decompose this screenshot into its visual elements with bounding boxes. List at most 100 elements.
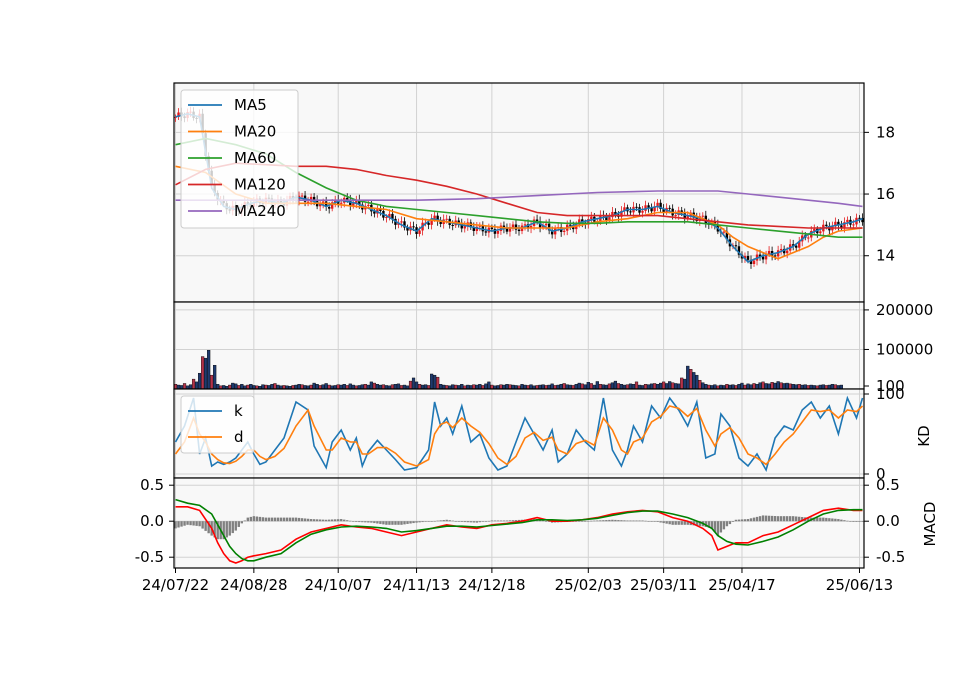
- macd-histogram-bar: [195, 521, 198, 526]
- macd-histogram-bar: [791, 516, 795, 522]
- candle-body: [493, 229, 497, 234]
- volume-bar: [213, 365, 217, 390]
- candle-body: [578, 219, 581, 225]
- kd-y-tick-label: 100: [876, 385, 905, 403]
- candle-body: [514, 224, 518, 230]
- macd-histogram-bar: [632, 520, 635, 522]
- macd-histogram-bar: [719, 521, 723, 533]
- volume-bar: [674, 383, 678, 390]
- macd-histogram-bar: [370, 521, 373, 523]
- macd-histogram-bar: [752, 517, 756, 522]
- x-axis: 24/07/22 24/08/28 24/10/07 24/11/13 24/12/18…: [142, 568, 893, 594]
- candle-body: [403, 221, 406, 228]
- macd-histogram-bar: [508, 520, 512, 522]
- macd-histogram-bar: [192, 521, 195, 526]
- macd-histogram-bar: [785, 516, 789, 522]
- price-legend: MA5 MA20 MA60 MA120 MA240: [180, 89, 299, 229]
- volume-bar: [665, 383, 669, 390]
- macd-histogram-bar: [698, 521, 701, 526]
- volume-bar: [683, 378, 687, 390]
- volume-bar: [725, 384, 729, 390]
- macd-left-tick-label: -0.5: [135, 548, 164, 566]
- macd-histogram-bar: [327, 519, 331, 522]
- candle-body: [734, 245, 738, 247]
- volume-bar: [646, 384, 651, 390]
- candle-body: [837, 221, 840, 226]
- macd-histogram-bar: [677, 521, 680, 525]
- volume-bar: [472, 384, 476, 390]
- macd-histogram-bar: [318, 519, 322, 522]
- candle-body: [791, 244, 795, 246]
- candle-body: [490, 227, 494, 230]
- volume-bar: [595, 381, 599, 390]
- macd-histogram-bar: [502, 520, 506, 522]
- macd-histogram-bar: [843, 520, 846, 522]
- candle-body: [686, 215, 689, 219]
- price-line-ma20: [175, 165, 863, 260]
- volume-bar: [375, 384, 379, 390]
- macd-histogram-bar: [840, 519, 843, 522]
- kd-y-tick-label: 0: [876, 465, 886, 483]
- macd-left-tick-label: 0.5: [140, 476, 164, 494]
- volume-bar: [231, 382, 235, 390]
- candle-body: [623, 207, 626, 211]
- candle-body: [858, 217, 861, 219]
- candle-body: [779, 248, 783, 251]
- volume-bar: [324, 383, 328, 390]
- macd-histogram-bar: [749, 518, 753, 522]
- macd-histogram-bar: [300, 518, 304, 522]
- volume-bar: [631, 384, 636, 390]
- macd-histogram-bar: [644, 520, 647, 522]
- candle-body: [614, 211, 617, 215]
- candle-body: [511, 224, 515, 228]
- kd-line-d: [174, 405, 864, 467]
- macd-histogram-bar: [484, 521, 488, 522]
- candle-body: [782, 248, 786, 254]
- volume-bar: [677, 383, 681, 390]
- volume-bar: [634, 381, 639, 390]
- macd-histogram-bar: [285, 517, 289, 522]
- macd-histogram-bar: [686, 521, 689, 525]
- candle-body: [385, 217, 388, 219]
- macd-histogram-bar: [755, 516, 759, 522]
- macd-histogram-bar: [186, 521, 189, 525]
- macd-histogram-bar: [776, 516, 780, 522]
- macd-histogram-bar: [683, 521, 686, 525]
- macd-right-tick-label: 0.5: [876, 476, 900, 494]
- macd-histogram-bar: [397, 521, 400, 525]
- macd-histogram-bar: [746, 519, 750, 522]
- volume-bar: [484, 383, 488, 390]
- volume-bar: [583, 384, 587, 390]
- macd-histogram-bar: [264, 517, 268, 522]
- volume-y-tick-label: 100000: [876, 340, 933, 358]
- candle-body: [373, 211, 376, 214]
- macd-histogram-bar: [852, 521, 855, 522]
- macd-histogram-bar: [819, 517, 822, 522]
- macd-histogram-bar: [424, 521, 427, 522]
- macd-histogram-bar: [237, 521, 240, 527]
- macd-histogram-bar: [740, 519, 744, 522]
- kd-legend: kd: [180, 395, 255, 454]
- candle-body: [843, 222, 846, 228]
- candle-body: [758, 254, 762, 257]
- volume-bar: [698, 380, 702, 390]
- macd-histogram-bar: [773, 516, 777, 522]
- candle-body: [379, 209, 382, 211]
- volume-bar: [746, 383, 750, 390]
- legend-label-ma20: MA20: [234, 123, 276, 141]
- macd-histogram-bar: [822, 517, 825, 522]
- macd-histogram-bar: [680, 521, 683, 525]
- macd-histogram-bar: [695, 521, 698, 526]
- candle-body: [562, 230, 566, 232]
- candle-body: [412, 226, 415, 228]
- volume-bar: [767, 383, 771, 390]
- macd-histogram-bar: [213, 521, 216, 538]
- macd-histogram-bar: [330, 519, 334, 522]
- volume-bar: [656, 384, 660, 390]
- volume-bar: [499, 384, 503, 390]
- candle-body: [457, 220, 460, 223]
- candle-body: [852, 224, 855, 226]
- volume-bar: [321, 384, 325, 390]
- volume-bar: [460, 384, 464, 390]
- macd-histogram-bar: [454, 521, 457, 522]
